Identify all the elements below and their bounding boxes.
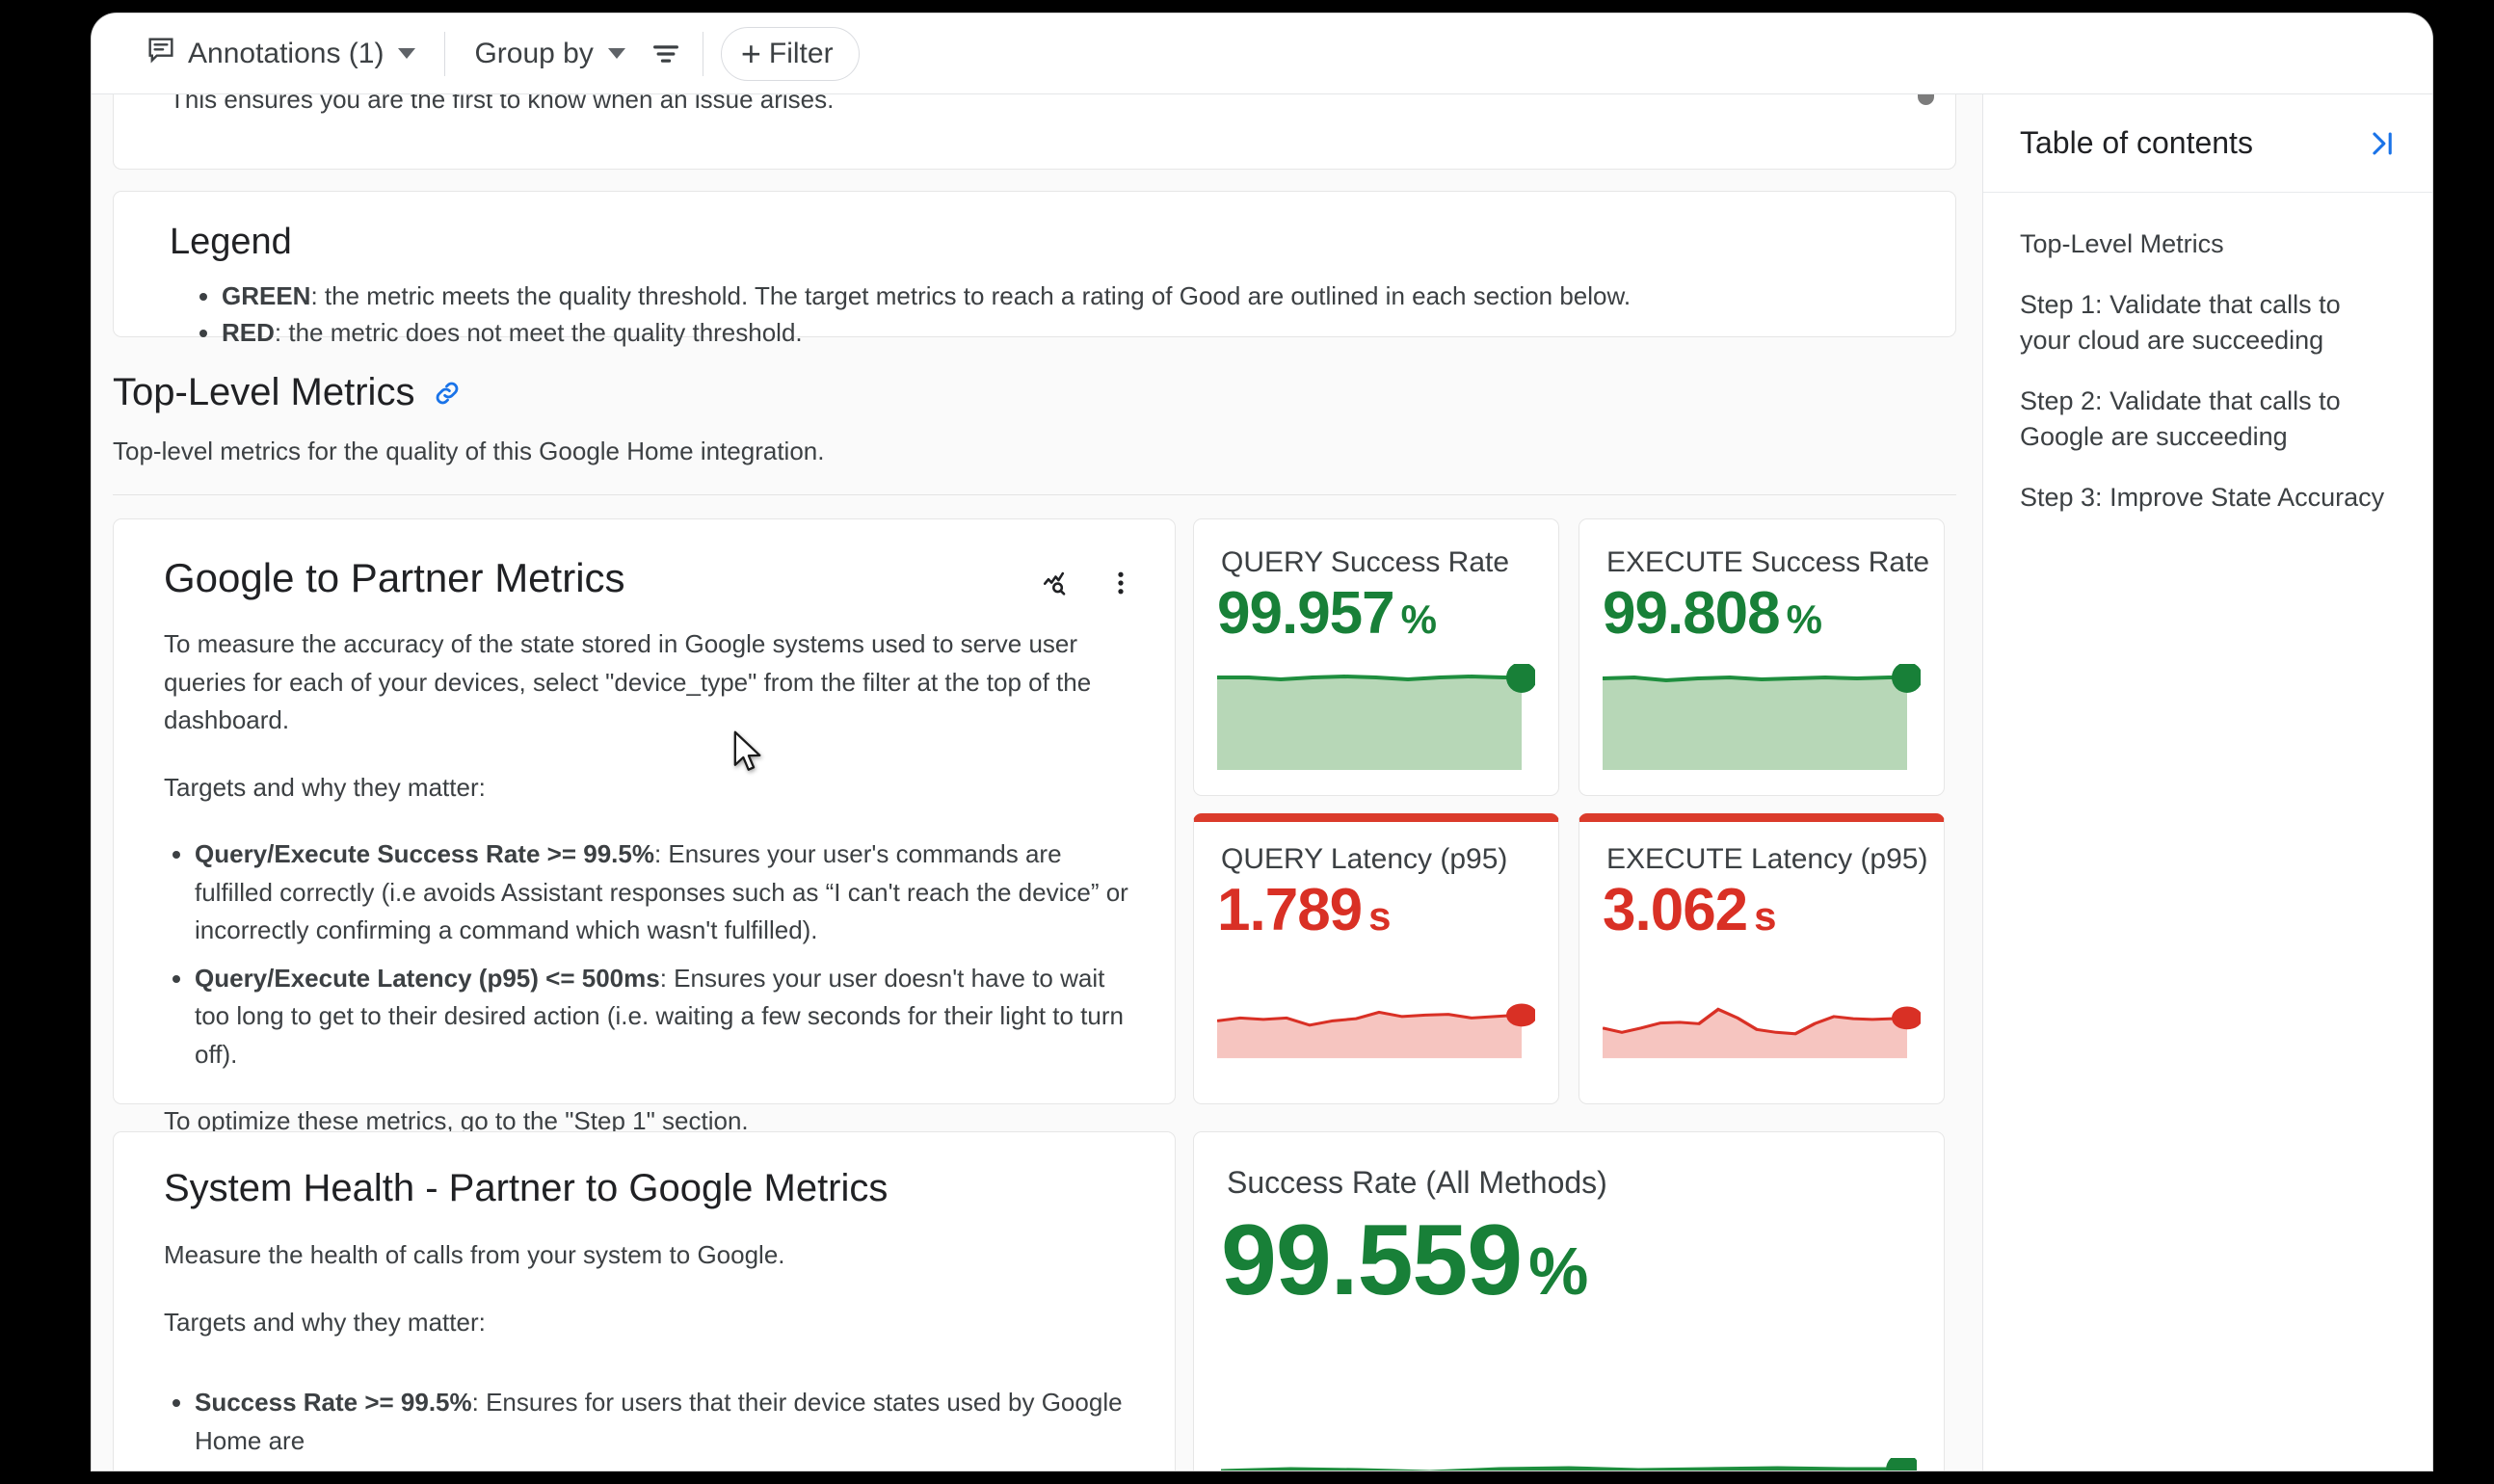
- legend-card: Legend GREEN: the metric meets the quali…: [113, 191, 1956, 347]
- link-icon[interactable]: [432, 378, 463, 409]
- scorecard-unit: s: [1754, 893, 1776, 939]
- scorecard-number: 99.808: [1603, 580, 1781, 647]
- card-actions: [1038, 564, 1140, 602]
- scorecard-unit: %: [1528, 1233, 1588, 1309]
- body: This ensures you are the first to know w…: [92, 94, 2432, 1471]
- scorecard-success-rate-all-methods[interactable]: Success Rate (All Methods) 99.559%: [1193, 1131, 1945, 1471]
- chevron-down-icon: [398, 48, 416, 59]
- gtp-bullet-latency: Query/Execute Latency (p95) <= 500ms: En…: [195, 960, 1146, 1074]
- scorecard-number: 99.559: [1221, 1205, 1523, 1316]
- legend-key-green: GREEN: [222, 281, 311, 310]
- sys-bullet-success-rest: : Ensures for users that their device st…: [195, 1388, 1123, 1455]
- app-window: Annotations (1) Group by + Filter This e…: [92, 13, 2432, 1471]
- sys-bullet-success: Success Rate >= 99.5%: Ensures for users…: [195, 1384, 1146, 1460]
- toc-item-step-2[interactable]: Step 2: Validate that calls to Google ar…: [2020, 385, 2341, 451]
- system-health-card: System Health - Partner to Google Metric…: [113, 1131, 1176, 1471]
- toc-title: Table of contents: [2020, 125, 2253, 160]
- scorecard-execute-success-rate[interactable]: EXECUTE Success Rate 99.808%: [1579, 518, 1945, 796]
- gtp-bullet-latency-rest: : Ensures your user doesn't have to wait…: [195, 963, 1124, 1069]
- scorecard-title: EXECUTE Success Rate: [1606, 546, 1930, 578]
- scorecard-title: Success Rate (All Methods): [1227, 1165, 1607, 1200]
- intro-text-card: This ensures you are the first to know w…: [113, 94, 1956, 170]
- sys-bullets: Success Rate >= 99.5%: Ensures for users…: [164, 1384, 1146, 1460]
- execute-latency-p95-sparkline: [1603, 999, 1921, 1078]
- query-success-rate-sparkline: [1217, 664, 1535, 770]
- sys-intro: Measure the health of calls from your sy…: [164, 1240, 785, 1269]
- explore-data-icon[interactable]: [1038, 564, 1076, 602]
- sys-targets-label: Targets and why they matter:: [164, 1307, 486, 1337]
- annotations-button[interactable]: Annotations (1): [131, 27, 429, 81]
- success-rate-all-methods-sparkline: [1221, 1458, 1917, 1471]
- scorecard-title: EXECUTE Latency (p95): [1606, 843, 1928, 875]
- toc-item-top-level-metrics[interactable]: Top-Level Metrics: [2020, 229, 2224, 258]
- card-body: To measure the accuracy of the state sto…: [164, 625, 1146, 1170]
- scorecard-unit: s: [1368, 893, 1391, 939]
- section-subtitle: Top-level metrics for the quality of thi…: [113, 437, 825, 465]
- gtp-footer: To optimize these metrics, go to the "St…: [164, 1106, 749, 1136]
- filter-label: Filter: [768, 37, 834, 69]
- gtp-bullet-success: Query/Execute Success Rate >= 99.5%: Ens…: [195, 835, 1146, 950]
- toc-item-step-1[interactable]: Step 1: Validate that calls to your clou…: [2020, 289, 2341, 355]
- legend-text-red: : the metric does not meet the quality t…: [274, 317, 803, 347]
- card-scrollbar-thumb[interactable]: [1918, 94, 1934, 105]
- legend-item-green: GREEN: the metric meets the quality thre…: [222, 278, 1631, 315]
- google-to-partner-metrics-card: Google to Partner Metrics: [113, 518, 1176, 1135]
- scorecard-value: 1.789 s: [1217, 876, 1392, 944]
- query-latency-p95-sparkline: [1217, 999, 1535, 1078]
- scorecard-number: 1.789: [1217, 877, 1363, 943]
- scorecard-query-latency-p95[interactable]: QUERY Latency (p95) 1.789 s: [1193, 813, 1559, 1104]
- chevron-down-icon: [607, 48, 625, 59]
- scorecard-value: 99.957%: [1217, 579, 1437, 648]
- gtp-intro: To measure the accuracy of the state sto…: [164, 629, 1092, 735]
- toc-header: Table of contents: [1983, 94, 2432, 193]
- annotations-icon: [145, 34, 177, 74]
- gtp-bullet-latency-bold: Query/Execute Latency (p95) <= 500ms: [195, 963, 660, 993]
- scorecard-value: 99.559%: [1221, 1204, 1588, 1318]
- legend-text-green: : the metric meets the quality threshold…: [310, 281, 1632, 310]
- section-divider: [113, 494, 1956, 495]
- more-vert-icon[interactable]: [1101, 564, 1140, 602]
- card-body: Measure the health of calls from your sy…: [164, 1236, 1146, 1471]
- report-canvas: This ensures you are the first to know w…: [92, 94, 1983, 1471]
- scorecard-number: 99.957: [1217, 580, 1395, 647]
- sort-lines-icon[interactable]: [639, 27, 693, 81]
- toolbar: Annotations (1) Group by + Filter: [92, 13, 2432, 94]
- annotations-label: Annotations (1): [188, 37, 385, 69]
- collapse-panel-icon[interactable]: [2365, 127, 2398, 160]
- scorecard-query-success-rate[interactable]: QUERY Success Rate 99.957%: [1193, 518, 1559, 796]
- group-by-label: Group by: [474, 37, 594, 69]
- execute-success-rate-sparkline: [1603, 664, 1921, 770]
- plus-icon: +: [740, 33, 761, 73]
- scorecard-number: 3.062: [1603, 877, 1748, 943]
- gtp-bullets: Query/Execute Success Rate >= 99.5%: Ens…: [164, 835, 1146, 1073]
- scorecard-title: QUERY Latency (p95): [1221, 843, 1508, 875]
- group-by-button[interactable]: Group by: [461, 27, 638, 81]
- toc-item-step-3[interactable]: Step 3: Improve State Accuracy: [2020, 482, 2385, 512]
- scorecard-value: 99.808%: [1603, 579, 1822, 648]
- scorecard-value: 3.062 s: [1603, 876, 1777, 944]
- page-title: Top-Level Metrics: [113, 371, 415, 413]
- gtp-targets-label: Targets and why they matter:: [164, 772, 486, 802]
- add-filter-button[interactable]: + Filter: [720, 26, 860, 81]
- legend-list: GREEN: the metric meets the quality thre…: [195, 278, 1631, 352]
- card-title: System Health - Partner to Google Metric…: [164, 1167, 889, 1209]
- section-header: Top-Level Metrics: [113, 357, 1956, 429]
- intro-visible-line: This ensures you are the first to know w…: [170, 94, 835, 114]
- toc-list: Top-Level Metrics Step 1: Validate that …: [1983, 193, 2432, 528]
- toolbar-divider-1: [444, 31, 446, 76]
- gtp-bullet-success-bold: Query/Execute Success Rate >= 99.5%: [195, 839, 654, 869]
- legend-title: Legend: [170, 222, 292, 262]
- scorecard-unit: %: [1400, 596, 1437, 642]
- legend-item-red: RED: the metric does not meet the qualit…: [222, 315, 1631, 352]
- table-of-contents-panel: Table of contents Top-Level Metrics Step…: [1983, 94, 2432, 1471]
- sys-bullet-success-bold: Success Rate >= 99.5%: [195, 1388, 472, 1418]
- scorecard-title: QUERY Success Rate: [1221, 546, 1510, 578]
- gtp-bullet-success-rest: : Ensures your user's commands are fulfi…: [195, 839, 1128, 945]
- legend-key-red: RED: [222, 317, 275, 347]
- scorecard-unit: %: [1786, 596, 1822, 642]
- card-title: Google to Partner Metrics: [164, 555, 625, 600]
- scorecard-execute-latency-p95[interactable]: EXECUTE Latency (p95) 3.062 s: [1579, 813, 1945, 1104]
